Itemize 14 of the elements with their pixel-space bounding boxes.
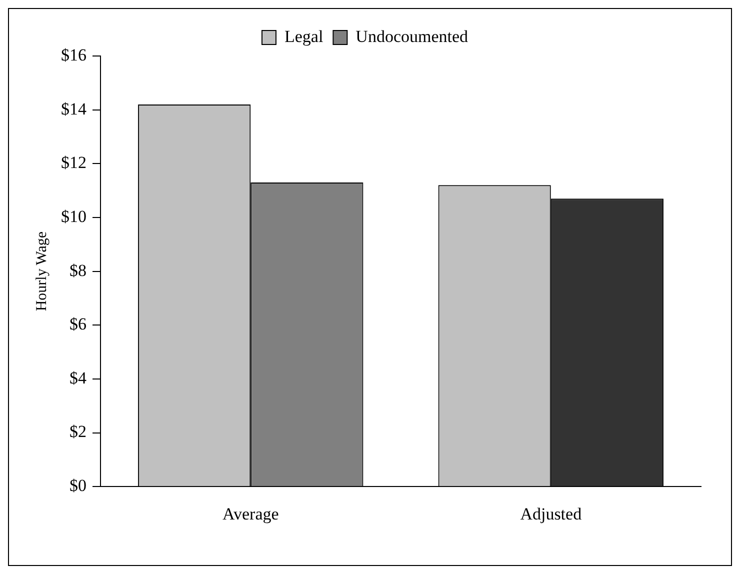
y-tick-label: $2 [70,422,86,442]
y-tick-label: $8 [70,260,86,280]
legend-label: Undocoumented [356,26,469,46]
y-tick-label: $14 [61,99,87,118]
y-axis-title: Hourly Wage [34,231,50,312]
y-tick-label: $10 [61,206,86,226]
x-tick-label: Adjusted [520,504,582,524]
y-tick-label: $16 [61,45,86,64]
y-tick-label: $12 [61,153,86,172]
legend-label: Legal [284,26,324,46]
y-tick-label: $0 [70,476,86,496]
y-tick-label: $6 [70,314,86,334]
y-tick-label: $4 [70,368,87,388]
x-tick-label: Average [222,504,279,524]
